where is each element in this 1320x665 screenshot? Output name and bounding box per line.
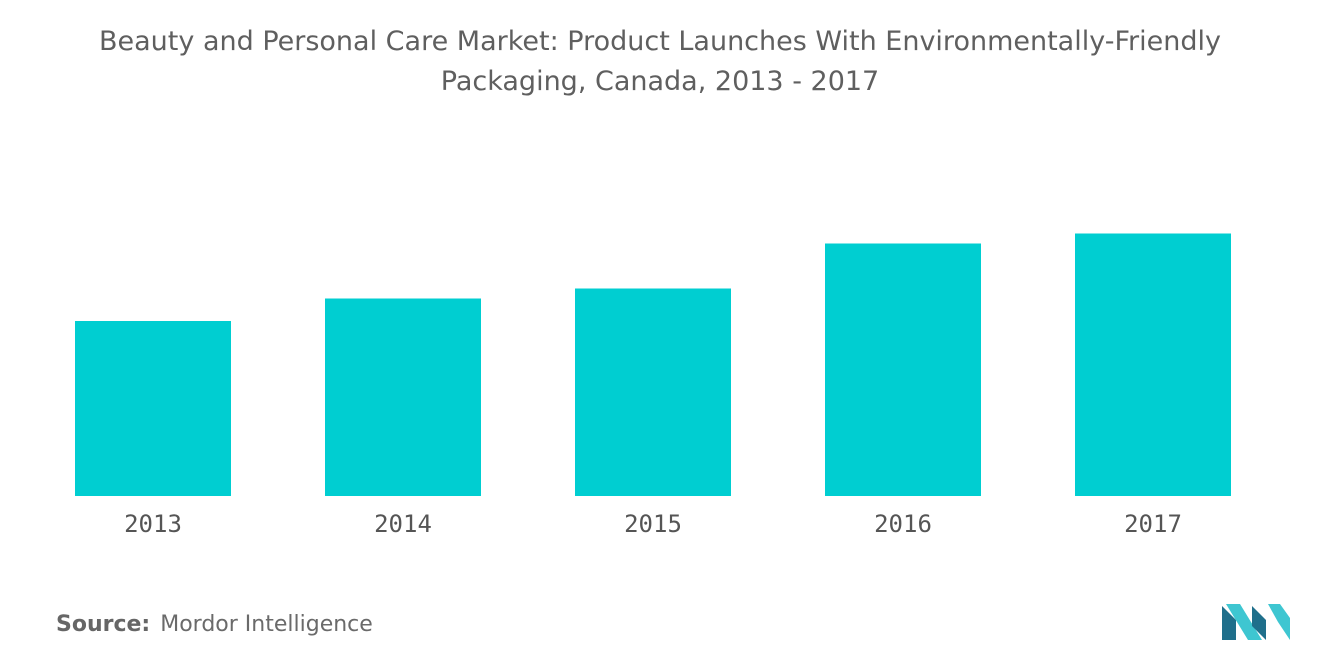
x-tick-label-2015: 2015	[624, 510, 682, 538]
chart-title-line-1: Beauty and Personal Care Market: Product…	[99, 26, 1221, 57]
x-tick-label-2016: 2016	[874, 510, 932, 538]
source-label: Source:	[56, 612, 151, 637]
logo-far-stroke	[1268, 604, 1290, 640]
source-text: Mordor Intelligence	[160, 612, 373, 637]
chart-title-line-2: Packaging, Canada, 2013 - 2017	[440, 66, 880, 97]
chart-title: Beauty and Personal Care Market: Product…	[0, 22, 1320, 102]
logo-mid-stroke	[1226, 604, 1262, 640]
bar-2015	[575, 288, 731, 496]
bar-2016	[825, 243, 981, 496]
mordor-intelligence-logo-icon	[1222, 604, 1290, 640]
x-tick-label-2014: 2014	[374, 510, 432, 538]
logo-left-stroke	[1222, 606, 1236, 640]
logo-right-stroke	[1252, 606, 1266, 640]
source-note: Source: Mordor Intelligence	[56, 612, 373, 637]
bar-2017	[1075, 233, 1231, 496]
x-tick-label-2017: 2017	[1124, 510, 1182, 538]
bar-2014	[325, 298, 481, 496]
bar-2013	[75, 321, 231, 496]
x-tick-label-2013: 2013	[124, 510, 182, 538]
